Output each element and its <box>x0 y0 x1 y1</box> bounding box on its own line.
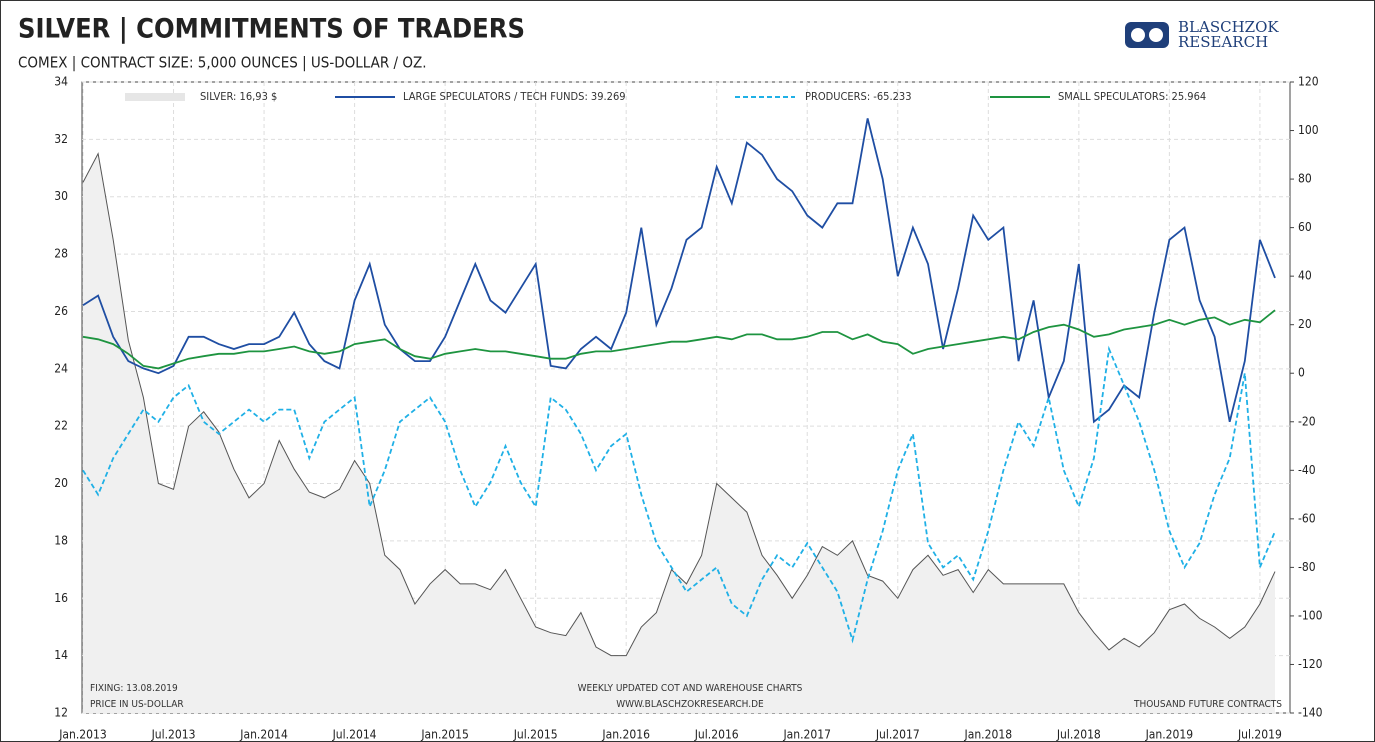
legend-label: SMALL SPECULATORS: 25.964 <box>1058 90 1206 103</box>
chart-title: SILVER | COMMITMENTS OF TRADERS <box>18 14 525 45</box>
x-tick-label: Jan.2018 <box>964 728 1013 742</box>
note: THOUSAND FUTURE CONTRACTS <box>1133 699 1282 710</box>
series-line <box>82 118 1276 424</box>
y2-tick-label: 40 <box>1298 269 1312 283</box>
x-tick-label: Jul.2013 <box>151 728 196 742</box>
logo-box: BLASCHZOK RESEARCH <box>1178 20 1279 51</box>
y-tick-label: 14 <box>54 648 68 662</box>
logo-text: BLASCHZOK RESEARCH <box>1178 20 1279 51</box>
y2-tick-label: 20 <box>1298 317 1312 331</box>
y-tick-label: 22 <box>54 419 68 433</box>
x-tick-label: Jul.2014 <box>332 728 377 742</box>
y2-tick-label: -60 <box>1298 511 1316 525</box>
logo-icon <box>1149 28 1163 42</box>
y-tick-label: 24 <box>54 361 68 375</box>
legend-label: PRODUCERS: -65.233 <box>805 90 912 103</box>
note: PRICE IN US-DOLLAR <box>90 699 184 710</box>
x-tick-label: Jan.2014 <box>239 728 288 742</box>
y2-tick-label: 60 <box>1298 220 1312 234</box>
y2-tick-label: 120 <box>1298 75 1319 89</box>
y2-tick-label: 100 <box>1298 123 1319 137</box>
y2-tick-label: -100 <box>1298 608 1323 622</box>
legend-label: SILVER: 16,93 $ <box>200 90 277 103</box>
y-tick-label: 12 <box>54 706 68 720</box>
x-tick-label: Jan.2013 <box>58 728 107 742</box>
x-tick-label: Jan.2017 <box>782 728 831 742</box>
x-tick-label: Jan.2016 <box>601 728 650 742</box>
y-tick-label: 16 <box>54 591 68 605</box>
logo-icon <box>1131 28 1145 42</box>
x-tick-label: Jul.2017 <box>875 728 920 742</box>
x-tick-label: Jul.2018 <box>1056 728 1101 742</box>
x-tick-label: Jan.2019 <box>1145 728 1194 742</box>
y-tick-label: 30 <box>54 189 68 203</box>
note: WWW.BLASCHZOKRESEARCH.DE <box>616 699 764 710</box>
logo: BLASCHZOK RESEARCH <box>1125 20 1279 51</box>
note: WEEKLY UPDATED COT AND WAREHOUSE CHARTS <box>578 683 803 694</box>
y-tick-label: 26 <box>54 304 68 318</box>
y2-tick-label: -80 <box>1298 560 1316 574</box>
y2-tick-label: -20 <box>1298 414 1316 428</box>
area <box>83 153 1275 713</box>
y2-tick-label: -140 <box>1298 706 1323 720</box>
y2-tick-label: 0 <box>1298 366 1305 380</box>
x-tick-label: Jul.2015 <box>513 728 558 742</box>
y-tick-label: 18 <box>54 533 68 547</box>
x-tick-label: Jan.2015 <box>420 728 469 742</box>
note: FIXING: 13.08.2019 <box>90 683 178 694</box>
legend-swatch <box>125 93 185 101</box>
y-tick-label: 32 <box>54 132 68 146</box>
y-tick-label: 28 <box>54 247 68 261</box>
y2-tick-label: -40 <box>1298 463 1316 477</box>
x-tick-label: Jul.2019 <box>1237 728 1282 742</box>
y-tick-label: 20 <box>54 476 68 490</box>
y2-tick-label: 80 <box>1298 172 1312 186</box>
series-line <box>82 345 1276 644</box>
legend-label: LARGE SPECULATORS / TECH FUNDS: 39.269 <box>403 90 626 103</box>
chart-subtitle: COMEX | CONTRACT SIZE: 5,000 OUNCES | US… <box>18 54 427 72</box>
y-tick-label: 34 <box>54 75 68 89</box>
y2-tick-label: -120 <box>1298 657 1323 671</box>
series-line <box>82 309 1276 370</box>
series-line <box>82 152 1276 657</box>
x-tick-label: Jul.2016 <box>694 728 739 742</box>
